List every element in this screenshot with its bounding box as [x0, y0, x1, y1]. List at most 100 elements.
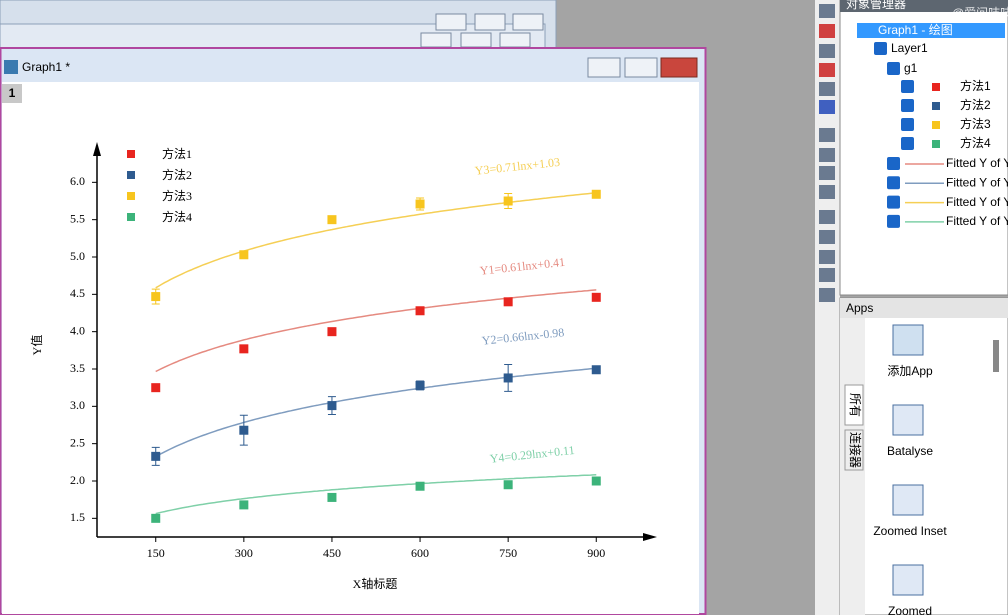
- point: [239, 250, 249, 260]
- tree-plot: 方法1: [960, 78, 991, 93]
- tab-label[interactable]: 所有: [848, 393, 862, 417]
- point: [503, 196, 513, 206]
- y-tick-label: 5.5: [70, 211, 85, 225]
- app-icon: [892, 484, 924, 516]
- point: [503, 297, 513, 307]
- scrollbar[interactable]: [993, 340, 999, 372]
- app-icon: [892, 564, 924, 596]
- point: [591, 365, 601, 375]
- toolbar-icons: [819, 4, 835, 302]
- selected-row: [857, 23, 1005, 38]
- checkbox: [887, 214, 900, 228]
- chart: 1.5 2.0 2.5 3.0 3.5 4.0 4.5 5.0 5.5 6.0 150 300 450 6…: [70, 146, 605, 560]
- checkbox: [887, 176, 900, 190]
- tree-graph[interactable]: Graph1 - 绘图: [878, 22, 953, 37]
- plot-page: [2, 82, 699, 614]
- apps-title: Apps: [846, 301, 873, 315]
- tree-fitted: Fitted Y of Y: [946, 175, 1008, 189]
- point: [327, 215, 337, 225]
- point: [151, 513, 161, 523]
- y-tick-label: 3.5: [70, 361, 85, 375]
- point: [239, 425, 249, 435]
- tree-fitted: Fitted Y of Y: [946, 195, 1008, 209]
- legend-label: 方法2: [162, 167, 192, 182]
- legend-label: 方法1: [162, 146, 192, 161]
- legend-label: 方法3: [162, 188, 192, 203]
- checkbox[interactable]: [887, 62, 900, 75]
- tree-plot: 方法4: [960, 135, 991, 150]
- window-icon: [4, 60, 18, 74]
- tree: 方法1 方法2 方法3 方法4 Fitted Y of Y Fitted Y of Y Fi…: [887, 78, 1008, 228]
- legend-marker: [127, 192, 135, 200]
- object-manager: [839, 0, 1008, 296]
- y-tick-label: 4.5: [70, 286, 85, 300]
- apps-header: [840, 298, 1008, 318]
- tree-fitted: Fitted Y of Y: [946, 214, 1008, 228]
- layer-box[interactable]: [2, 84, 22, 103]
- x-tick-label: 600: [411, 546, 429, 560]
- fit-curve: [155, 474, 597, 515]
- app-icon: [892, 404, 924, 436]
- point: [239, 500, 249, 510]
- point: [151, 451, 161, 461]
- tree-fitted: Fitted Y of Y: [946, 156, 1008, 170]
- point: [503, 373, 513, 383]
- app-name[interactable]: Batalyse: [887, 444, 933, 458]
- x-tick-label: 300: [235, 546, 253, 560]
- tab: [844, 384, 864, 426]
- y-tick-label: 3.0: [70, 398, 85, 412]
- checkbox[interactable]: [874, 42, 887, 55]
- app-name[interactable]: 添加App: [887, 364, 933, 378]
- plot-color: [932, 102, 940, 110]
- point: [327, 327, 337, 337]
- point: [415, 199, 425, 209]
- x-tick-label: 450: [323, 546, 341, 560]
- app-name[interactable]: Zoomed: [888, 604, 932, 615]
- tab-label[interactable]: 连接器: [848, 432, 863, 468]
- point: [239, 344, 249, 354]
- tab: [844, 429, 864, 471]
- y-tick-label: 2.5: [70, 435, 85, 449]
- checkbox: [887, 195, 900, 209]
- fit-curve: [155, 192, 597, 289]
- close-button[interactable]: [660, 57, 698, 78]
- x-tick-label: 150: [147, 546, 165, 560]
- legend-label: 方法4: [162, 209, 192, 224]
- y-arrow: [93, 142, 101, 156]
- point: [415, 306, 425, 316]
- y-tick-label: 1.5: [70, 510, 85, 524]
- point: [591, 476, 601, 486]
- app-icon: [892, 324, 924, 356]
- object-manager-title: 对象管理器: [846, 0, 906, 11]
- fit-curve: [155, 367, 597, 458]
- object-manager-header: [840, 0, 1008, 12]
- watermark: @爱问吱吱: [952, 6, 1008, 20]
- y-tick-label: 6.0: [70, 174, 85, 188]
- maximize-button[interactable]: [624, 57, 658, 78]
- checkbox: [901, 118, 914, 131]
- tree-layer[interactable]: Layer1: [891, 41, 928, 55]
- point: [415, 380, 425, 390]
- point: [327, 492, 337, 502]
- apps-panel: [839, 297, 1008, 615]
- fit-curve: [155, 289, 597, 373]
- minimize-button[interactable]: [587, 57, 621, 78]
- point: [151, 383, 161, 393]
- plot-color: [932, 121, 940, 129]
- y-tick-label: 2.0: [70, 473, 85, 487]
- tree-plot: 方法3: [960, 116, 991, 131]
- point: [591, 189, 601, 199]
- checkbox: [901, 99, 914, 112]
- back-buttons: [420, 13, 544, 48]
- legend-marker: [127, 213, 135, 221]
- point: [415, 481, 425, 491]
- plot-color: [932, 83, 940, 91]
- x-arrow: [643, 533, 657, 541]
- x-tick-label: 900: [587, 546, 605, 560]
- x-axis-title: X轴标题: [353, 576, 398, 591]
- legend-marker: [127, 150, 135, 158]
- app-name[interactable]: Zoomed Inset: [873, 524, 947, 538]
- tree-group[interactable]: g1: [904, 61, 918, 75]
